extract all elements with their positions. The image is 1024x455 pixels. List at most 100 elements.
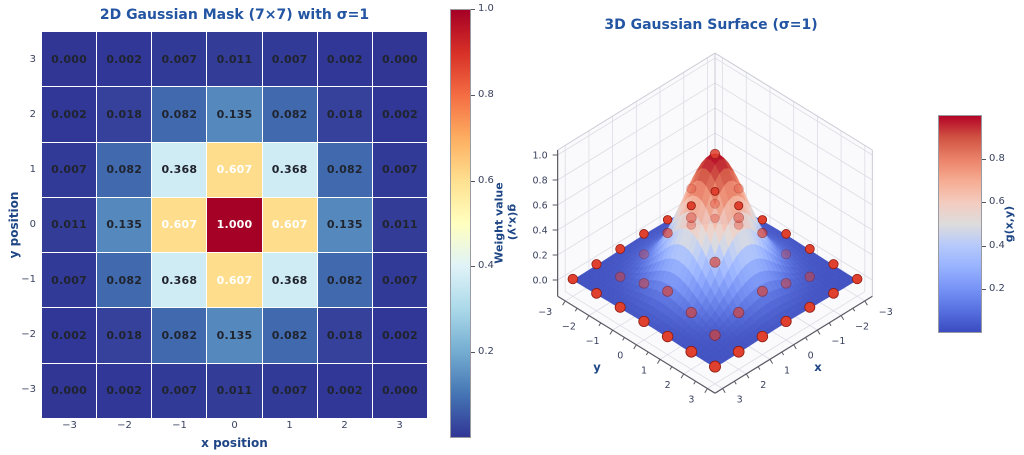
colorbar-tick-mark (982, 158, 986, 160)
heatmap-cell: 0.011 (207, 363, 262, 418)
heatmap-y-tick: −1 (21, 274, 36, 286)
colorbar-tick-mark (471, 352, 475, 354)
colorbar-tick-label: 0.8 (989, 152, 1005, 164)
scatter-point (732, 345, 745, 358)
heatmap-y-tick: 2 (29, 108, 36, 120)
colorbar-tick-mark (471, 94, 475, 96)
axis-3d-tick-label: 1.0 (533, 151, 548, 162)
scatter-point (615, 271, 626, 282)
axis-3d-tick-label: 1 (784, 365, 790, 376)
surface-colorbar-label: g(x,y) (1002, 205, 1016, 243)
scatter-point (780, 278, 792, 289)
scatter-point (614, 301, 626, 313)
heatmap-y-tick: −2 (21, 329, 36, 341)
heatmap-cell: 0.007 (152, 363, 207, 418)
heatmap-x-tick: 2 (341, 420, 348, 431)
heatmap-cell: 0.002 (317, 363, 372, 418)
heatmap-cell: 0.007 (152, 32, 207, 87)
scatter-point (709, 329, 721, 341)
scatter-point (709, 148, 721, 160)
axis-3d-tick-label: 0.8 (533, 176, 548, 187)
scatter-point (852, 273, 863, 285)
axis-3d-tick-label: 3 (737, 395, 743, 406)
heatmap-cell: 0.082 (317, 142, 372, 197)
heatmap-cell: 0.007 (372, 253, 427, 308)
heatmap-y-tick: 3 (29, 53, 36, 65)
heatmap-cell: 0.082 (262, 308, 317, 363)
scatter-point (591, 288, 602, 299)
heatmap-x-tick: −2 (117, 420, 132, 431)
scatter-point (685, 306, 697, 319)
scatter-point (710, 198, 720, 209)
heatmap-cell: 0.002 (317, 32, 372, 87)
axis-3d-tick-label: 0.2 (533, 251, 548, 262)
surface-title: 3D Gaussian Surface (σ=1) (604, 17, 818, 33)
heatmap-cell: 0.082 (97, 142, 152, 197)
heatmap-x-tick: 3 (396, 420, 403, 431)
colorbar-tick-mark (471, 266, 475, 268)
heatmap-cell: 0.011 (372, 197, 427, 253)
heatmap-cell: 0.082 (152, 308, 207, 363)
axis-3d-tick-label: 0.4 (533, 226, 548, 237)
scatter-point (781, 229, 791, 239)
heatmap-cell: 0.018 (317, 87, 372, 142)
heatmap-grid: 0.000 0.002 0.007 0.011 0.007 0.002 0.000 0.002… (42, 32, 427, 418)
scatter-point (567, 273, 578, 285)
heatmap-x-tick: 1 (286, 420, 293, 431)
heatmap-cell: 0.007 (42, 142, 97, 197)
heatmap-cell: 0.007 (262, 363, 317, 418)
colorbar-tick-mark (471, 9, 475, 10)
heatmap-x-tick: −1 (172, 420, 187, 431)
scatter-point (710, 186, 720, 196)
scatter-point (662, 285, 674, 297)
scatter-point (710, 213, 720, 224)
axis-3d-tick-label: y (593, 360, 601, 374)
colorbar-tick-mark (471, 180, 475, 182)
scatter-point (662, 227, 673, 239)
heatmap-cell: 0.607 (207, 253, 262, 308)
heatmap-x-tick: 0 (231, 420, 238, 431)
scatter-point (733, 306, 745, 319)
colorbar-tick-label: 0.8 (478, 88, 494, 100)
scatter-point (756, 285, 768, 297)
axis-3d-tick-label: 2 (665, 380, 671, 391)
heatmap-title: 2D Gaussian Mask (7×7) with σ=1 (99, 7, 370, 23)
scatter-point (780, 315, 792, 327)
axis-3d-tick-label: 1 (641, 365, 647, 376)
colorbar-tick-mark (982, 202, 986, 204)
scatter-point (709, 256, 721, 268)
heatmap-cell: 0.002 (97, 363, 152, 418)
scatter-point (591, 259, 602, 270)
scatter-point (661, 330, 674, 343)
heatmap-cell: 0.007 (42, 253, 97, 308)
colorbar-tick-label: 1.0 (478, 3, 494, 14)
scatter-point (686, 183, 697, 194)
heatmap-cell: 0.002 (372, 308, 427, 363)
scatter-point (734, 201, 744, 211)
axis-3d-tick-label: x (814, 360, 822, 374)
heatmap-y-tick: 1 (29, 163, 36, 175)
heatmap-cell: 1.000 (207, 197, 262, 253)
heatmap-y-tick: 0 (29, 219, 36, 230)
heatmap-cell: 0.082 (262, 87, 317, 142)
gaussian-surface (572, 153, 858, 368)
scatter-point (757, 215, 768, 225)
colorbar-tick-label: 0.4 (478, 260, 494, 272)
scatter-point (804, 301, 816, 313)
axis-3d-tick-label: 0 (617, 351, 623, 362)
heatmap-cell: 0.607 (207, 142, 262, 197)
heatmap-cell: 0.011 (42, 197, 97, 253)
axis-3d-tick-label: −3 (538, 307, 552, 318)
heatmap-cell: 0.368 (262, 253, 317, 308)
heatmap-cell: 0.018 (317, 308, 372, 363)
axis-3d-tick-label: 3 (688, 395, 694, 406)
heatmap-cell: 0.018 (97, 87, 152, 142)
scatter-point (781, 249, 792, 260)
scatter-point (686, 201, 696, 211)
colorbar-tick-label: 0.2 (989, 283, 1005, 295)
heatmap-cell: 0.018 (97, 308, 152, 363)
scatter-point (757, 227, 768, 239)
heatmap-cell: 0.607 (262, 197, 317, 253)
scatter-point (804, 244, 815, 254)
